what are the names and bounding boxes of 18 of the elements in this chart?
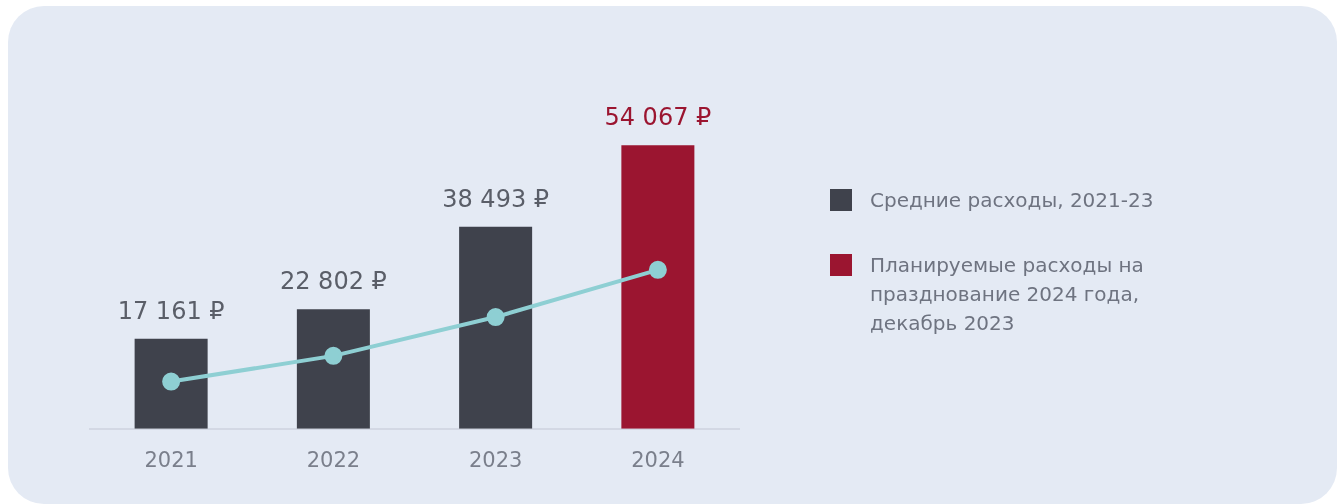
point [486,308,505,327]
bar [296,309,370,429]
x-tick-label: 2022 [306,447,361,472]
bar [134,338,208,429]
point [162,372,181,391]
point [648,260,667,279]
bar [459,226,533,429]
legend-label: Планируемые расходы на празднование 2024 года, декабрь 2023 [870,252,1145,337]
data-label: 54 067 ₽ [604,103,712,132]
point [324,346,343,365]
x-tick-label: 2024 [631,447,685,472]
legend-label: Средние расходы, 2021-23 [870,187,1154,214]
data-label: 38 493 ₽ [442,185,550,214]
x-tick-label: 2023 [468,447,523,472]
data-label: 17 161 ₽ [117,297,225,325]
data-label: 22 802 ₽ [279,267,387,296]
bar [621,145,695,429]
x-tick-label: 2021 [144,447,198,472]
